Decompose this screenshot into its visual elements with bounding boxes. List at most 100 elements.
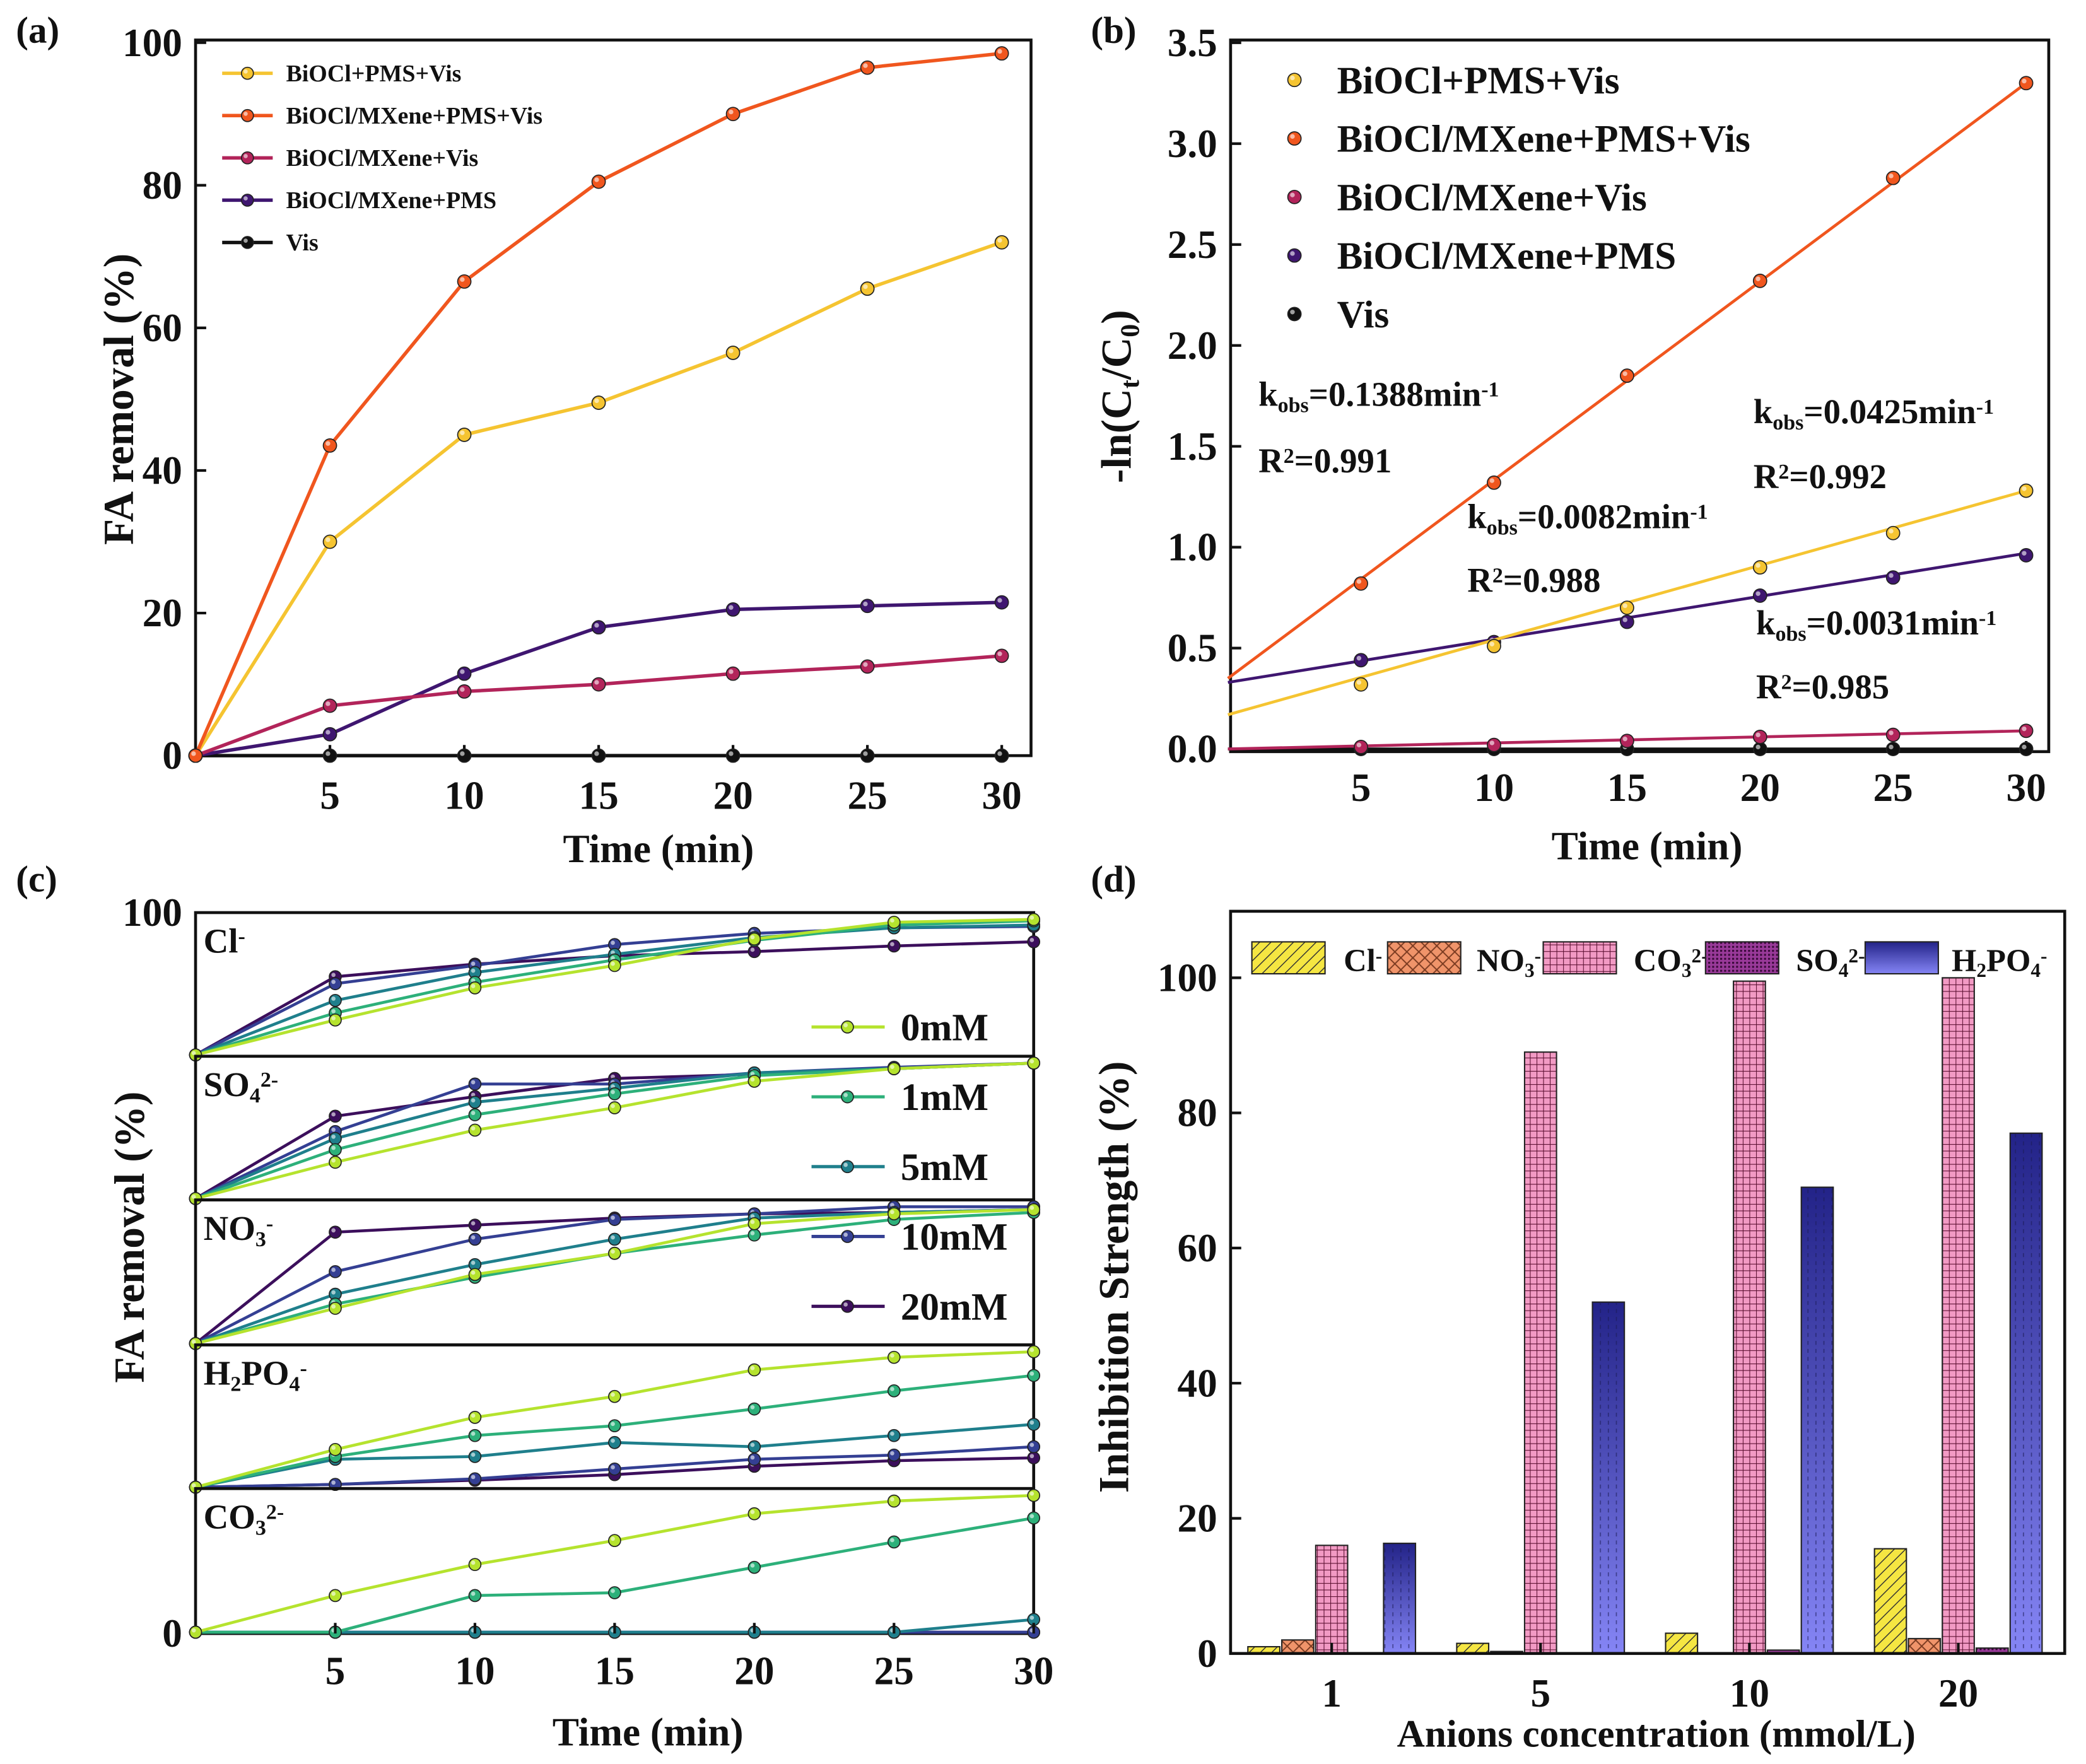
panel-a: (a) 5 10 15 20 25 30 0 20 40 60 80 100 Time (min) FA r… (16, 9, 1033, 871)
y-tick-label: 3.0 (1168, 122, 1217, 166)
data-point-highlight (997, 651, 1002, 657)
data-point-highlight (750, 1077, 755, 1082)
text-part: =0.0031min (1807, 604, 1979, 642)
data-point (457, 684, 472, 699)
data-point (591, 395, 606, 410)
legend-label: 1mM (901, 1076, 988, 1119)
data-point-highlight (1356, 680, 1362, 685)
data-point (860, 281, 875, 296)
y-axis-label: FA removal (%) (95, 254, 143, 545)
data-point-highlight (331, 1158, 336, 1163)
legend-swatch (1386, 941, 1462, 975)
legend-label: 10mM (901, 1216, 1008, 1259)
data-point (329, 1265, 342, 1278)
data-point-highlight (997, 238, 1002, 243)
data-point (1287, 248, 1302, 263)
text-part: Cl (1344, 943, 1376, 978)
data-point (608, 1232, 621, 1246)
text-part: -ln (1093, 433, 1140, 483)
data-point (608, 1462, 621, 1476)
data-point-highlight (471, 1413, 476, 1418)
data-point-highlight (1029, 1205, 1034, 1210)
text-part: NO (1477, 943, 1525, 978)
data-point-highlight (729, 751, 734, 756)
data-point-highlight (1029, 1348, 1034, 1352)
text-part: =0.988 (1503, 561, 1601, 600)
data-point (887, 1350, 901, 1364)
data-point (747, 945, 761, 959)
data-point-highlight (471, 1221, 476, 1226)
x-tick-label: 20 (1740, 766, 1780, 810)
anion-label: NO3- (204, 1209, 274, 1251)
data-point (747, 1217, 761, 1230)
data-point-highlight (460, 430, 465, 435)
text-part: - (2041, 945, 2047, 967)
data-point-highlight (471, 1080, 476, 1085)
y-tick-label: 0.0 (1168, 727, 1217, 771)
data-point-highlight (611, 1104, 615, 1108)
subplot-4: CO32- (189, 1487, 1041, 1639)
y-tick-label: 3.5 (1168, 21, 1217, 65)
legend-label: BiOCl/MXene+PMS+Vis (1337, 118, 1750, 161)
data-point-highlight (1755, 276, 1761, 281)
data-point (329, 1155, 342, 1169)
data-point (841, 1020, 854, 1034)
x-tick-label: 10 (1730, 1671, 1769, 1715)
data-point (608, 1101, 621, 1114)
legend-swatch (1251, 941, 1326, 975)
data-point (608, 1213, 621, 1226)
data-point (1487, 737, 1501, 752)
data-point-highlight (191, 751, 196, 756)
data-point (747, 1402, 761, 1416)
y-axis-label: -ln(Ct/C0) (1093, 310, 1146, 483)
data-point (1027, 1418, 1041, 1431)
x-axis-label: Time (min) (1552, 824, 1743, 868)
plot-frame (1229, 909, 2066, 1656)
data-point (329, 1442, 342, 1456)
data-point (1619, 614, 1634, 629)
text-part: R (1754, 457, 1779, 496)
data-point (1487, 475, 1501, 490)
data-point-highlight (750, 1231, 755, 1235)
data-point-highlight (890, 942, 894, 947)
text-part: =0.0082min (1518, 497, 1690, 535)
data-point-highlight (890, 1497, 894, 1502)
data-point-highlight (1755, 732, 1761, 737)
text-part: 4 (289, 1373, 300, 1396)
data-point-highlight (750, 1220, 755, 1224)
data-point-highlight (890, 918, 894, 923)
text-part: H (1952, 943, 1976, 978)
data-point-highlight (1356, 579, 1362, 584)
y-tick-label: 2.5 (1168, 223, 1217, 267)
text-part: 3 (255, 1517, 266, 1540)
text-part: 2 (1284, 445, 1294, 468)
data-point-highlight (843, 1162, 848, 1167)
data-point (608, 1435, 621, 1449)
data-point-highlight (471, 1111, 476, 1116)
text-part: /C (1093, 337, 1140, 380)
data-point-highlight (191, 1483, 196, 1488)
data-point-highlight (611, 961, 615, 966)
data-point-highlight (1622, 736, 1627, 742)
y-tick-label: 0 (1197, 1632, 1217, 1676)
bar (1665, 1632, 1699, 1654)
panel-b: (b)5 10 15 20 25 300.00.51.01.52.02.53.03.5Ti… (1091, 9, 2051, 868)
data-point (329, 1143, 342, 1157)
legend-label: BiOCl/MXene+PMS (1337, 235, 1677, 277)
data-point (887, 1062, 901, 1075)
text-part: R (1467, 561, 1493, 600)
y-tick-label: 100 (122, 21, 182, 65)
text-part: H (204, 1354, 231, 1393)
bar (1315, 1545, 1349, 1654)
data-point (1752, 560, 1767, 575)
data-point (329, 977, 342, 991)
data-point (329, 1109, 342, 1123)
data-point-highlight (471, 1452, 476, 1457)
text-part: 2 (1778, 460, 1789, 484)
data-point-highlight (471, 1235, 476, 1240)
panel-label-c: (c) (16, 858, 57, 899)
data-point-highlight (471, 1432, 476, 1436)
data-point (591, 677, 606, 692)
data-point (329, 993, 342, 1007)
